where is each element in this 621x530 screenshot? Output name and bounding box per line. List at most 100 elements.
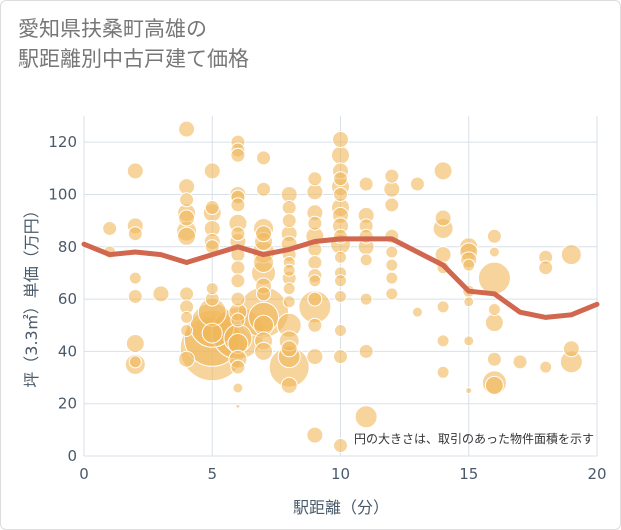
data-bubble [333,438,348,454]
data-bubble [358,343,374,359]
y-axis-label: 坪（3.3㎡）単価（万円） [22,202,41,387]
data-bubble [180,310,194,324]
data-bubble [465,387,473,395]
data-bubble [538,260,554,276]
x-tick-label: 20 [587,465,606,483]
data-bubble [334,289,347,303]
data-bubble [280,376,298,394]
data-bubble [539,360,553,374]
data-bubble [334,250,347,264]
data-bubble [254,341,274,361]
data-bubble [307,254,323,270]
data-bubble [230,312,246,328]
data-bubble [488,246,500,258]
data-bubble [411,306,423,318]
data-bubble [178,350,196,368]
x-axis-label: 駅距離（分） [293,498,389,517]
data-bubble [230,197,246,213]
data-bubble [178,209,196,227]
data-bubble [102,220,118,236]
data-bubble [385,245,399,259]
data-bubble [127,226,143,242]
chart-title-line-1: 愛知県扶桑町高雄の [18,17,207,41]
data-bubble [560,244,582,266]
data-bubble [204,200,220,216]
y-tick-label: 20 [58,395,77,413]
y-tick-label: 80 [58,238,77,256]
data-bubble [307,171,323,187]
data-bubble [230,147,246,163]
y-axis-ticks: 0 20 40 60 80 100 120 [48,133,77,465]
data-bubble [333,186,348,202]
data-bubble [152,285,170,303]
data-bubble [280,340,298,358]
data-bubble [180,323,194,337]
data-bubble [409,176,425,192]
data-bubble [512,354,528,370]
data-bubble [230,291,246,307]
data-bubble [179,286,195,302]
data-bubble [255,225,273,243]
data-bubble [125,334,145,354]
data-bubble [256,150,272,166]
data-bubble [333,349,348,365]
data-bubble [230,226,246,242]
data-bubble [281,213,297,229]
x-tick-label: 0 [79,465,89,483]
data-bubble [230,359,246,375]
data-bubble [127,288,143,304]
data-bubble [463,335,475,347]
data-bubble [306,426,324,444]
data-bubble [230,273,246,289]
size-note: 円の大きさは、取引のあった物件面積を示す [354,431,594,446]
data-bubble [306,348,324,366]
data-bubble [487,303,501,317]
data-bubble [385,287,399,301]
data-bubble [205,282,219,296]
data-bubble [177,226,197,246]
data-bubble [128,271,142,285]
data-bubble [385,258,399,272]
data-bubble [235,403,241,409]
data-bubble [126,162,144,180]
data-bubble [307,317,323,333]
trend-line-series [81,236,600,320]
data-bubble [562,340,580,358]
x-tick-label: 5 [207,465,217,483]
data-bubble [282,263,296,277]
data-bubble [282,295,296,309]
data-bubble [484,313,504,333]
y-tick-label: 40 [58,342,77,360]
data-bubble [433,161,453,181]
bubble-series [102,120,583,454]
x-axis-ticks: 0 5 10 15 20 [79,465,606,483]
y-tick-label: 100 [48,185,77,203]
data-bubble [178,120,196,138]
data-bubble [179,192,195,208]
data-bubble [230,260,246,276]
chart-title: 愛知県扶桑町高雄の 駅距離別中古戸建て価格 [18,14,249,74]
data-bubble [128,355,142,369]
data-bubble [256,286,272,302]
data-bubble [359,292,373,306]
data-bubble [203,162,221,180]
data-bubble [334,274,347,288]
data-bubble [477,261,511,295]
data-bubble [281,200,297,216]
data-bubble [308,274,322,288]
data-bubble [256,181,272,197]
data-bubble [486,351,502,367]
data-bubble [486,228,502,244]
data-bubble [463,296,475,308]
data-bubble [359,253,373,267]
chart-title-line-2: 駅距離別中古戸建て価格 [18,47,249,71]
data-bubble [384,197,400,213]
data-bubble [354,405,378,429]
data-bubble [307,291,323,307]
data-bubble [436,334,450,348]
y-tick-label: 0 [67,447,77,465]
data-bubble [332,131,349,149]
data-bubble [436,300,450,314]
x-tick-label: 10 [331,465,350,483]
